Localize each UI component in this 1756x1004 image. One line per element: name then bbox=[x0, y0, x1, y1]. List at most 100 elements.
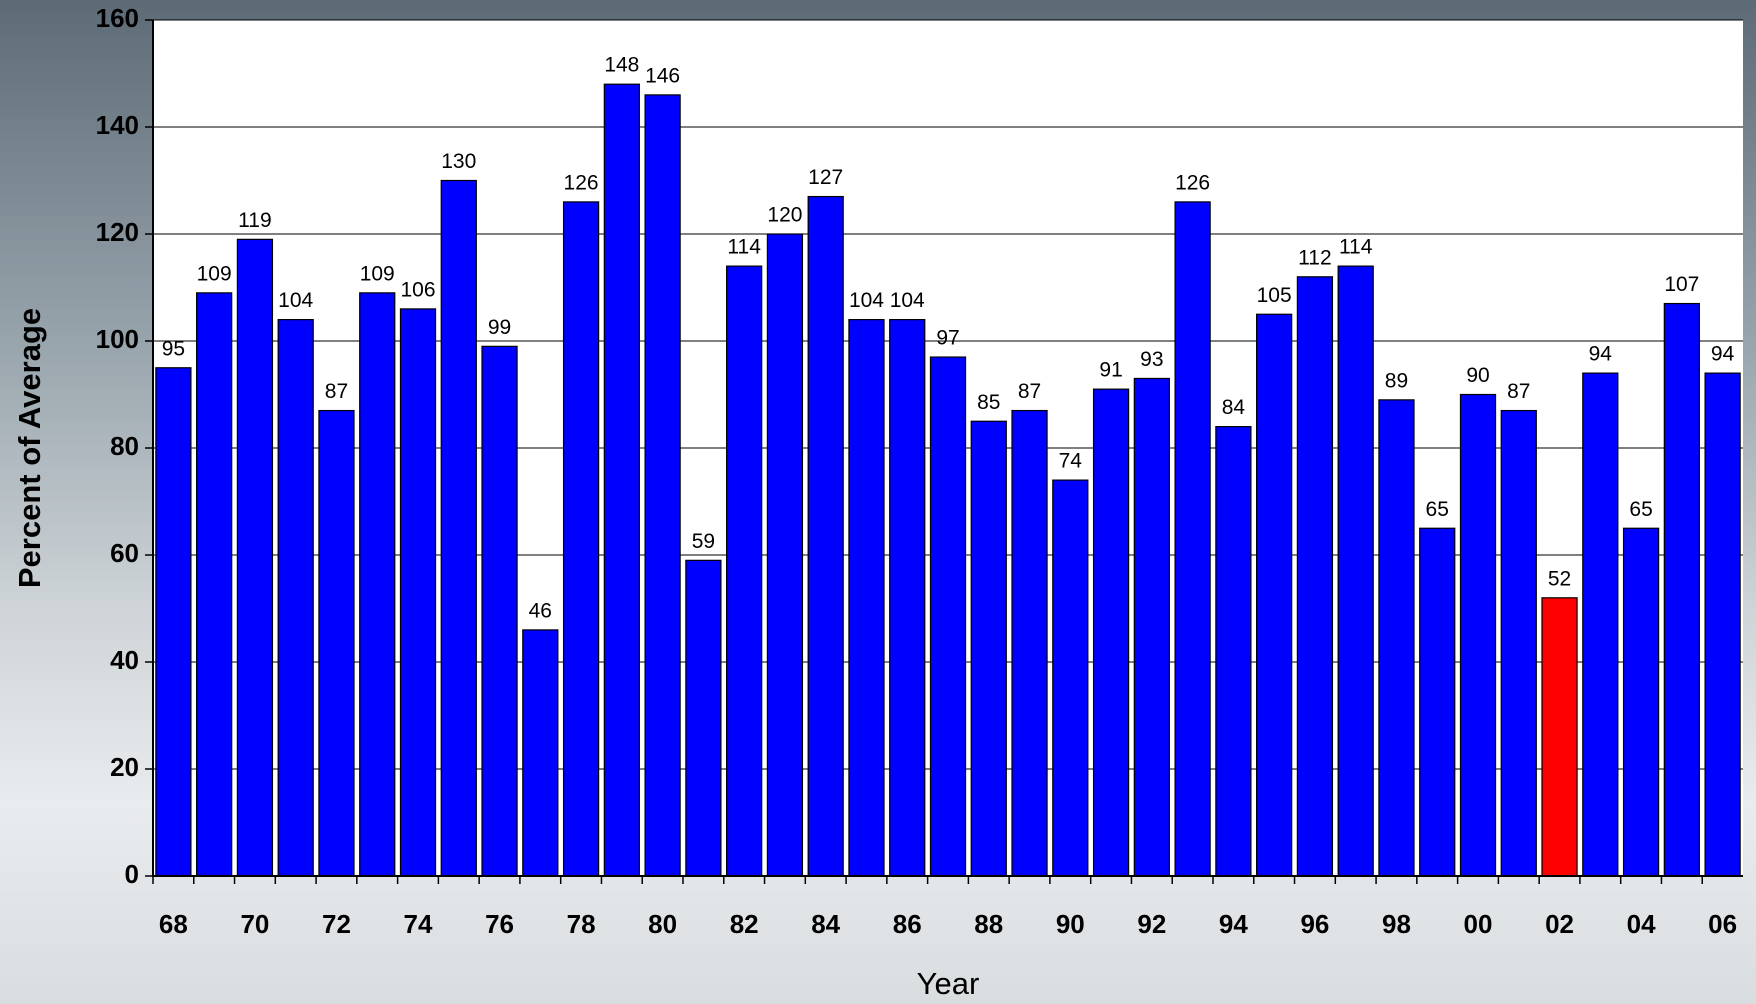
bar bbox=[440, 179, 477, 877]
x-tick-label: 74 bbox=[404, 909, 433, 939]
value-label: 119 bbox=[238, 209, 271, 232]
bar bbox=[1174, 201, 1211, 877]
bar bbox=[1541, 597, 1578, 877]
bar bbox=[359, 292, 396, 877]
x-tick-label: 76 bbox=[485, 909, 514, 939]
value-label: 91 bbox=[1099, 359, 1122, 382]
x-tick-label: 96 bbox=[1300, 909, 1329, 939]
value-label: 94 bbox=[1589, 343, 1613, 366]
bar bbox=[1459, 393, 1497, 877]
value-label: 87 bbox=[325, 380, 348, 403]
bar bbox=[685, 559, 722, 877]
x-tick-label: 04 bbox=[1627, 909, 1656, 939]
x-tick-label: 92 bbox=[1137, 909, 1166, 939]
bar bbox=[1092, 388, 1130, 877]
bar bbox=[236, 238, 274, 877]
x-tick-label: 68 bbox=[159, 909, 188, 939]
y-axis-title: Percent of Average bbox=[12, 308, 47, 588]
y-tick-label: 140 bbox=[96, 110, 139, 140]
value-label: 107 bbox=[1664, 273, 1699, 296]
y-tick-label: 40 bbox=[110, 645, 139, 675]
value-label: 105 bbox=[1257, 284, 1292, 307]
bar bbox=[1500, 409, 1537, 877]
value-label: 87 bbox=[1018, 380, 1041, 403]
value-label: 84 bbox=[1222, 396, 1246, 419]
x-tick-label: 90 bbox=[1056, 909, 1085, 939]
x-tick-label: 06 bbox=[1708, 909, 1737, 939]
bar bbox=[1582, 372, 1619, 877]
value-label: 99 bbox=[488, 316, 511, 339]
value-label: 148 bbox=[604, 54, 639, 77]
x-tick-label: 72 bbox=[322, 909, 351, 939]
x-tick-label: 98 bbox=[1382, 909, 1411, 939]
bar bbox=[481, 345, 518, 877]
bar bbox=[726, 265, 763, 877]
value-label: 97 bbox=[936, 327, 959, 350]
value-label: 114 bbox=[1339, 236, 1373, 259]
value-label: 106 bbox=[400, 278, 435, 301]
value-label: 46 bbox=[529, 599, 552, 622]
bar bbox=[1704, 372, 1741, 877]
bar bbox=[522, 629, 559, 877]
value-label: 87 bbox=[1507, 380, 1530, 403]
x-tick-label: 00 bbox=[1464, 909, 1493, 939]
bar bbox=[155, 367, 192, 877]
bar bbox=[1011, 409, 1048, 877]
bar bbox=[889, 319, 926, 877]
bar bbox=[848, 319, 885, 877]
value-label: 104 bbox=[849, 289, 884, 312]
value-label: 120 bbox=[767, 204, 802, 227]
value-label: 93 bbox=[1140, 348, 1163, 371]
bar bbox=[766, 233, 804, 877]
y-tick-label: 60 bbox=[110, 538, 139, 568]
y-tick-label: 160 bbox=[96, 3, 139, 33]
y-tick-label: 120 bbox=[96, 217, 139, 247]
value-label: 114 bbox=[727, 236, 761, 259]
x-tick-label: 88 bbox=[974, 909, 1003, 939]
x-tick-label: 94 bbox=[1219, 909, 1248, 939]
value-label: 127 bbox=[808, 166, 843, 189]
value-label: 89 bbox=[1385, 369, 1408, 392]
value-label: 104 bbox=[890, 289, 925, 312]
bar bbox=[929, 356, 967, 877]
bar bbox=[1378, 399, 1415, 877]
x-tick-label: 86 bbox=[893, 909, 922, 939]
value-label: 95 bbox=[162, 337, 185, 360]
value-label: 126 bbox=[564, 171, 599, 194]
value-label: 130 bbox=[441, 150, 476, 173]
bar bbox=[277, 319, 314, 877]
value-label: 109 bbox=[197, 262, 232, 285]
bar bbox=[644, 94, 681, 877]
bar bbox=[1419, 527, 1456, 877]
value-label: 94 bbox=[1711, 343, 1735, 366]
value-label: 109 bbox=[360, 262, 395, 285]
bar bbox=[399, 308, 437, 877]
bar bbox=[1256, 313, 1293, 877]
value-label: 126 bbox=[1175, 171, 1210, 194]
y-tick-label: 0 bbox=[125, 859, 139, 889]
bar bbox=[196, 292, 233, 877]
x-tick-label: 70 bbox=[240, 909, 269, 939]
value-label: 90 bbox=[1466, 364, 1489, 387]
x-tick-label: 78 bbox=[567, 909, 596, 939]
bar bbox=[1337, 265, 1374, 877]
value-label: 74 bbox=[1059, 450, 1083, 473]
value-label: 59 bbox=[692, 530, 715, 553]
bar bbox=[1663, 302, 1700, 877]
value-label: 112 bbox=[1298, 246, 1331, 269]
x-tick-label: 82 bbox=[730, 909, 759, 939]
y-tick-label: 100 bbox=[96, 324, 139, 354]
bar bbox=[1133, 377, 1170, 877]
bar bbox=[1215, 426, 1252, 877]
x-axis-title: Year bbox=[917, 966, 980, 1001]
bar bbox=[562, 201, 600, 877]
value-label: 85 bbox=[977, 391, 1000, 414]
bar bbox=[1622, 527, 1660, 877]
value-label: 65 bbox=[1426, 498, 1449, 521]
bar bbox=[1052, 479, 1089, 877]
value-label: 104 bbox=[278, 289, 313, 312]
x-tick-label: 80 bbox=[648, 909, 677, 939]
value-label: 146 bbox=[645, 64, 680, 87]
